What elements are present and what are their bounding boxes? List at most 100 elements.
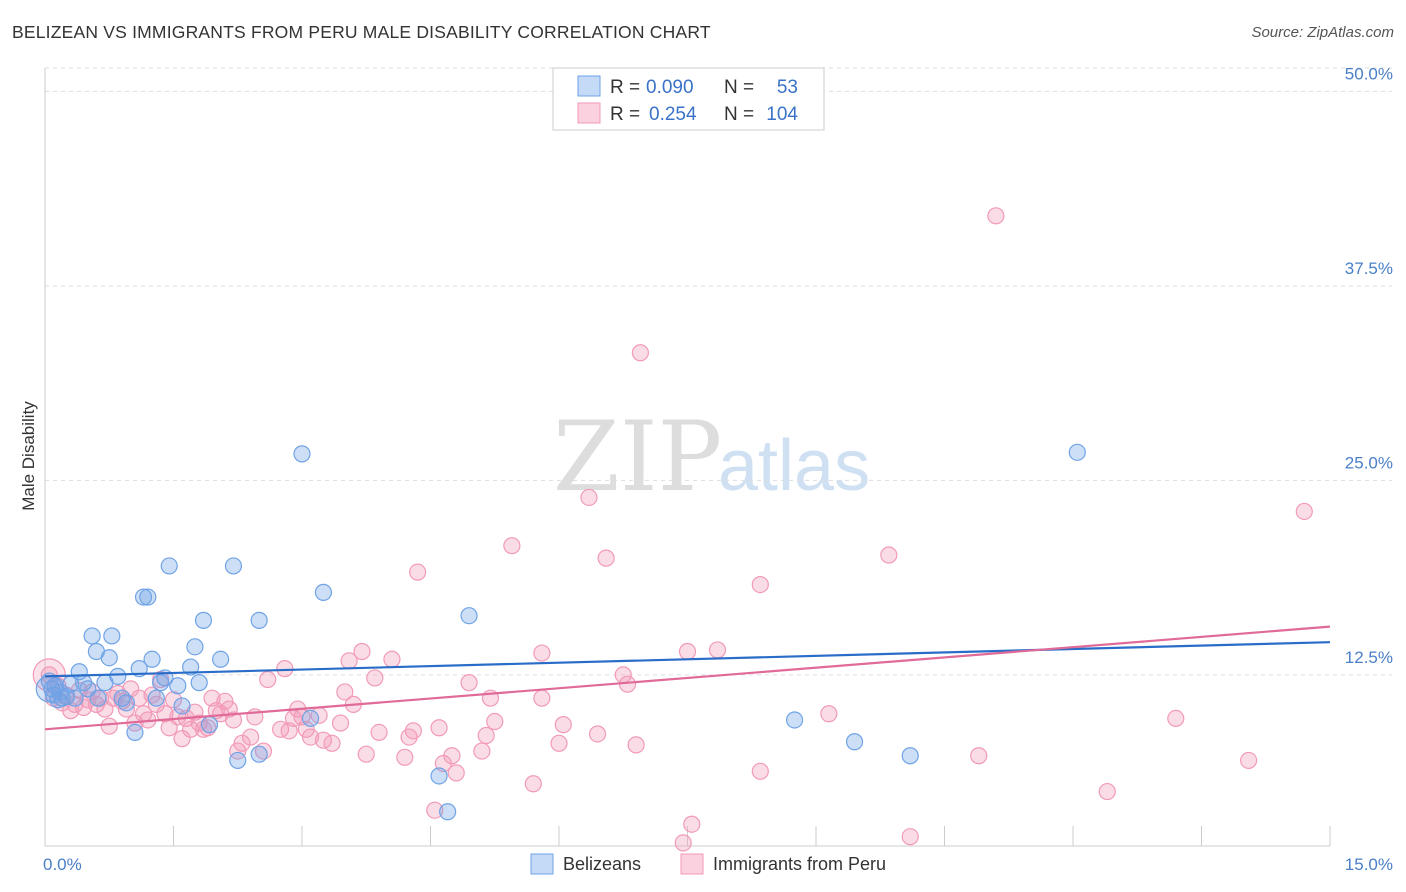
x-axis-tick-marks: [173, 826, 1331, 846]
data-point-belizeans: [224, 557, 243, 575]
data-point-peru: [533, 689, 551, 707]
data-point-peru: [220, 700, 238, 718]
trend-line-peru: [44, 625, 1331, 731]
y-tick-label: 37.5%: [1345, 259, 1393, 278]
trend-line-belizeans: [44, 641, 1331, 678]
data-point-belizeans: [126, 723, 144, 742]
data-point-belizeans: [439, 803, 457, 821]
data-point-peru: [460, 674, 478, 692]
data-point-peru: [216, 692, 234, 710]
data-point-belizeans: [186, 638, 204, 656]
legend-n-label-peru: N =: [724, 104, 754, 125]
data-point-belizeans: [134, 588, 153, 606]
data-point-peru: [678, 642, 697, 661]
series-belizeans-points: [35, 443, 1086, 821]
y-tick-label: 25.0%: [1345, 453, 1393, 472]
data-point-peru: [331, 714, 350, 732]
bottom-legend-swatch-belizeans: [530, 853, 554, 875]
data-point-belizeans: [430, 767, 448, 785]
data-point-peru: [751, 762, 769, 780]
bottom-legend-swatch-peru: [680, 853, 704, 875]
data-point-peru: [443, 747, 461, 765]
data-point-peru: [430, 719, 448, 737]
data-point-peru: [173, 730, 191, 748]
data-point-peru: [426, 801, 444, 819]
data-point-peru: [683, 815, 701, 833]
data-point-belizeans: [785, 711, 804, 729]
data-point-belizeans: [314, 583, 333, 601]
data-point-peru: [987, 207, 1005, 225]
correlation-legend: R = 0.090 N = 53 R = 0.254 N = 104: [552, 67, 825, 131]
legend-r-value-belizeans: 0.090: [646, 77, 694, 98]
data-point-peru: [169, 708, 187, 726]
legend-r-label-belizeans: R =: [610, 77, 640, 98]
data-point-peru: [880, 546, 898, 564]
legend-swatch-belizeans: [577, 75, 601, 97]
data-point-peru: [1098, 782, 1116, 801]
data-point-peru: [242, 728, 260, 746]
data-point-peru: [271, 720, 290, 738]
data-point-belizeans: [212, 650, 230, 668]
data-point-peru: [297, 720, 315, 738]
data-point-belizeans: [117, 694, 135, 712]
data-point-belizeans: [100, 649, 118, 667]
data-point-peru: [224, 711, 243, 729]
data-point-peru: [554, 716, 572, 734]
data-point-peru: [631, 344, 649, 362]
data-point-peru: [473, 742, 491, 760]
data-point-belizeans: [139, 588, 157, 606]
data-point-peru: [147, 695, 165, 714]
data-point-belizeans: [293, 445, 311, 463]
data-point-peru: [533, 644, 551, 662]
grid-lines: [45, 67, 1392, 676]
chart-source: Source: ZipAtlas.com: [1251, 24, 1394, 41]
data-point-peru: [122, 680, 140, 698]
data-point-peru: [366, 669, 384, 687]
data-point-peru: [486, 712, 504, 731]
data-point-peru: [550, 734, 568, 752]
data-point-peru: [370, 723, 388, 742]
data-point-peru: [353, 642, 371, 661]
data-point-belizeans: [460, 607, 478, 625]
data-point-peru: [627, 736, 645, 754]
data-point-belizeans: [901, 747, 919, 765]
data-point-peru: [182, 720, 200, 738]
data-point-peru: [588, 725, 607, 743]
data-point-peru: [404, 722, 422, 740]
y-tick-label: 50.0%: [1345, 64, 1393, 83]
data-point-peru: [130, 689, 148, 707]
data-point-peru: [708, 641, 727, 659]
data-point-peru: [74, 698, 93, 717]
data-point-peru: [674, 834, 692, 852]
data-point-peru: [447, 764, 465, 782]
data-point-belizeans: [190, 674, 208, 692]
bottom-legend-label-peru: Immigrants from Peru: [713, 854, 886, 874]
data-point-belizeans: [182, 658, 200, 676]
x-tick-label-max: 15.0%: [1345, 855, 1393, 874]
x-tick-label-min: 0.0%: [43, 855, 82, 874]
legend-n-label-belizeans: N =: [724, 77, 754, 98]
data-point-peru: [233, 734, 251, 752]
legend-n-value-belizeans: 53: [777, 77, 798, 98]
data-point-belizeans: [103, 627, 121, 645]
data-point-belizeans: [250, 611, 268, 629]
y-axis-ticks: 12.5% 25.0% 37.5% 50.0%: [1345, 64, 1393, 667]
data-point-peru: [301, 728, 320, 746]
data-point-belizeans: [1068, 443, 1086, 461]
data-point-belizeans: [160, 557, 178, 575]
y-axis-label: Male Disability: [19, 401, 38, 511]
data-point-peru: [100, 717, 118, 735]
data-point-belizeans: [66, 689, 84, 707]
legend-r-label-peru: R =: [610, 104, 640, 125]
data-point-peru: [117, 700, 135, 718]
data-point-peru: [259, 670, 277, 689]
data-point-peru: [901, 828, 919, 846]
data-point-peru: [229, 742, 247, 760]
chart-title: BELIZEAN VS IMMIGRANTS FROM PERU MALE DI…: [12, 22, 711, 42]
data-point-belizeans: [200, 716, 219, 734]
data-point-belizeans: [109, 667, 127, 685]
data-point-peru: [323, 734, 341, 752]
data-point-peru: [524, 775, 542, 793]
data-point-belizeans: [845, 733, 864, 751]
